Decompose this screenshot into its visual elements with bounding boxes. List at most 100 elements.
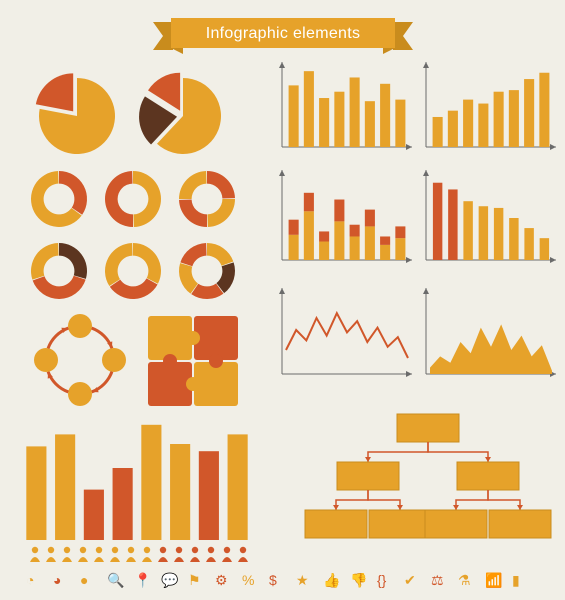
percent-icon: % (242, 572, 254, 588)
braces-icon: {} (377, 572, 387, 588)
magnify-icon: 🔍 (107, 571, 124, 589)
bar (289, 85, 299, 147)
donut-segment (180, 243, 206, 266)
bar (365, 101, 375, 147)
cycle-node (68, 382, 92, 406)
bar (113, 468, 133, 540)
bar (319, 98, 329, 147)
donut-segment (105, 243, 133, 286)
bar (479, 206, 488, 260)
chat-icon: 💬 (161, 572, 179, 589)
bar (334, 92, 344, 147)
bar (395, 226, 405, 238)
org-node (397, 414, 459, 442)
bar (319, 231, 329, 241)
thumbs-down-icon: 👎 (350, 572, 367, 589)
bar (55, 434, 75, 540)
cycle-arrow (48, 328, 68, 348)
donut-chart (24, 164, 94, 234)
donut-chart (98, 164, 168, 234)
bar (350, 236, 360, 260)
bar (380, 84, 390, 147)
org-node (425, 510, 487, 538)
pie3-icon: ◕ (53, 572, 61, 588)
bar (380, 245, 390, 260)
org-chart (298, 400, 558, 540)
bar-chart-bottom (22, 420, 252, 540)
org-node (337, 462, 399, 490)
pie-chart-1 (32, 68, 122, 158)
bar (304, 71, 314, 147)
bar (540, 238, 549, 260)
bar (509, 218, 518, 260)
org-node (457, 462, 519, 490)
person-icon (64, 547, 70, 553)
bar-chart-top-2 (418, 60, 558, 155)
bar (494, 92, 504, 147)
bar (365, 226, 375, 260)
flag-icon: ⚑ (188, 572, 201, 588)
puzzle-piece (194, 316, 238, 360)
org-node (489, 510, 551, 538)
cycle-arrow (92, 372, 112, 392)
org-edge (368, 442, 428, 462)
puzzle-piece (148, 362, 192, 406)
person-icon (224, 547, 230, 553)
pin-icon: 📍 (134, 572, 151, 589)
bar (463, 201, 472, 260)
person-icon (80, 547, 86, 553)
person-icon (48, 547, 54, 553)
bar (463, 100, 473, 147)
puzzle-piece (194, 362, 238, 406)
area (430, 324, 552, 374)
org-node (369, 510, 431, 538)
org-edge (336, 490, 368, 510)
bar (448, 189, 457, 260)
donut-segment (133, 171, 161, 227)
donut-segment (31, 243, 59, 280)
bar (334, 200, 344, 222)
bar (350, 225, 360, 237)
bar (170, 444, 190, 540)
cycle-node (68, 314, 92, 338)
pie-chart-2 (138, 68, 228, 158)
person-icon (208, 547, 214, 553)
person-icon (112, 547, 118, 553)
donut-segment (179, 171, 207, 199)
org-node (305, 510, 367, 538)
donut-segment (110, 278, 158, 299)
cycle-arrow (48, 372, 68, 392)
bar-chart-top-1 (274, 60, 414, 155)
donut-chart (172, 164, 242, 234)
bar (433, 183, 442, 260)
flask-icon: ⚗ (458, 572, 471, 588)
signal-icon: 📶 (485, 572, 502, 589)
org-edge (488, 490, 520, 510)
bar (539, 73, 549, 147)
person-icon (160, 547, 166, 553)
dollar-icon: $ (269, 572, 277, 588)
person-icon (176, 547, 182, 553)
line-chart (274, 286, 414, 382)
gear-icon: ⚙ (215, 572, 228, 588)
bar (334, 221, 344, 260)
person-icon (128, 547, 134, 553)
cycle-arrow (92, 328, 112, 348)
bar (304, 211, 314, 260)
bar (350, 77, 360, 147)
donut-grid (24, 164, 246, 304)
cycle-node (102, 348, 126, 372)
bars-icon: ▮ (512, 572, 520, 588)
circle-icon: ● (80, 572, 88, 588)
donut-segment (207, 171, 235, 199)
donut-chart (24, 236, 94, 306)
donut-segment (59, 171, 87, 215)
person-icon (96, 547, 102, 553)
title-text: Infographic elements (205, 25, 360, 42)
cycle-diagram (30, 310, 130, 410)
bar (380, 236, 390, 244)
bar (84, 490, 104, 540)
bar (448, 111, 458, 147)
cycle-node (34, 348, 58, 372)
bar (26, 446, 46, 540)
